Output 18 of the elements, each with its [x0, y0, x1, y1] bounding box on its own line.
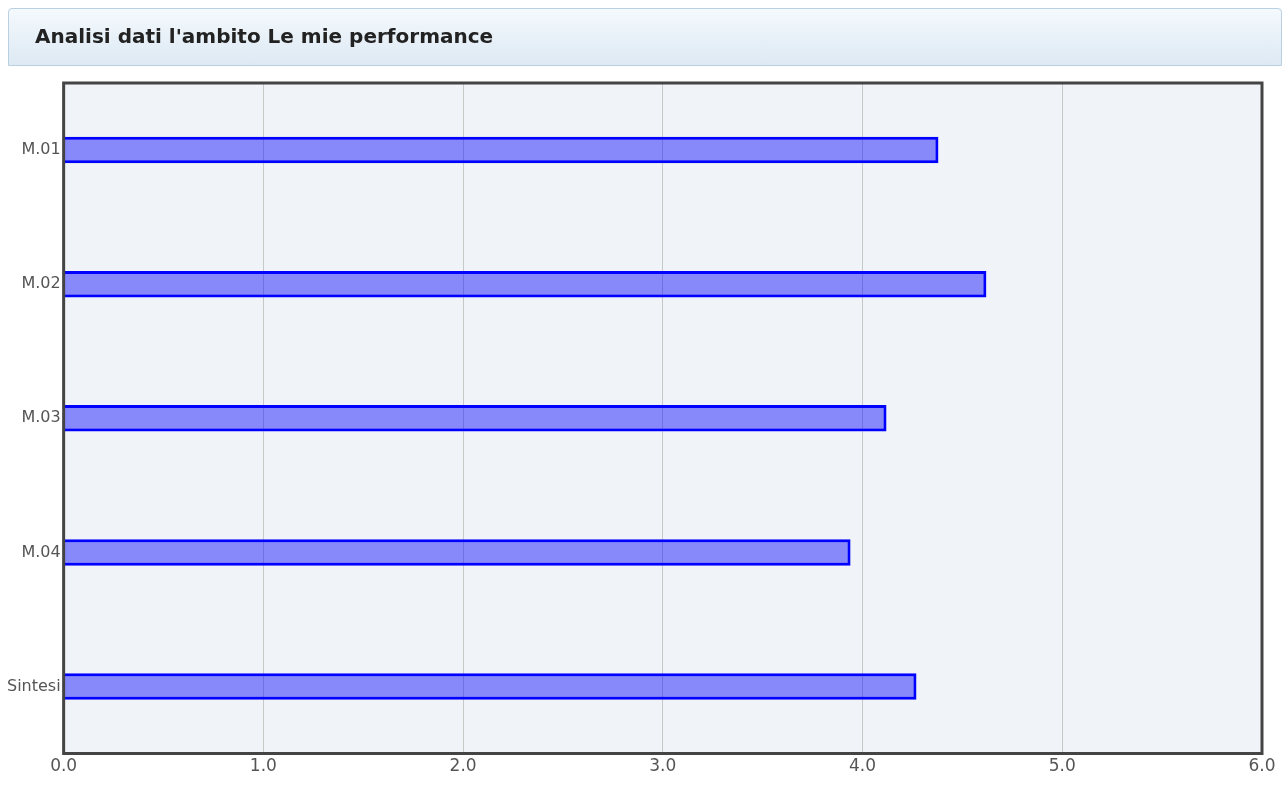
- bar: [64, 405, 887, 432]
- x-tick-label: 4.0: [849, 755, 877, 776]
- x-tick-label: 3.0: [649, 755, 677, 776]
- y-tick-label: M.04: [21, 541, 61, 561]
- x-tick-label: 1.0: [249, 755, 277, 776]
- x-tick-label: 5.0: [1048, 755, 1076, 776]
- x-tick-label: 2.0: [449, 755, 477, 776]
- bar: [64, 673, 917, 700]
- y-tick-label: M.03: [21, 407, 61, 427]
- x-tick-label: 0.0: [50, 755, 78, 776]
- bar: [64, 136, 939, 164]
- y-tick-label: M.02: [21, 273, 61, 293]
- x-tick-label: 6.0: [1248, 755, 1276, 776]
- bar: [64, 539, 851, 566]
- chart-title: Analisi dati l'ambito Le mie performance: [35, 24, 494, 48]
- bar: [64, 270, 987, 298]
- y-tick-label: Sintesi: [7, 675, 61, 695]
- y-tick-label: M.01: [21, 139, 61, 159]
